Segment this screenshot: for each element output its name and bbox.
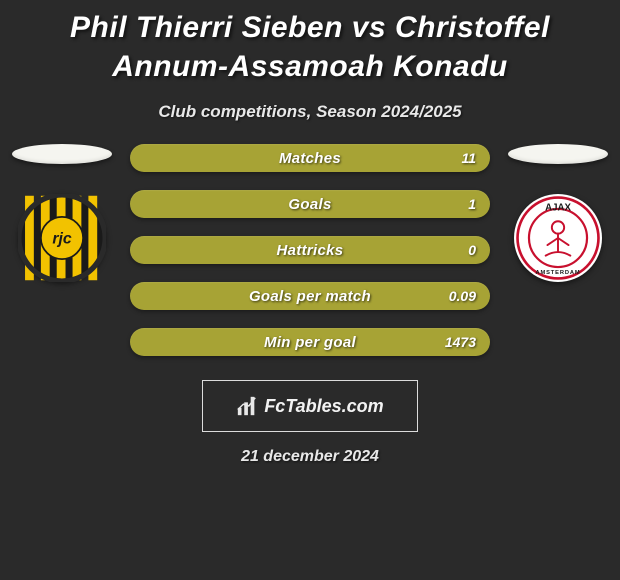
stat-value: 0.09	[449, 288, 476, 304]
svg-text:AJAX: AJAX	[545, 203, 571, 214]
stat-value: 11	[461, 150, 476, 166]
left-column: rjc	[12, 144, 112, 282]
date-text: 21 december 2024	[10, 448, 610, 466]
stat-label: Hattricks	[130, 242, 490, 259]
roda-badge-icon: rjc	[18, 194, 106, 282]
stat-label: Goals per match	[130, 288, 490, 305]
stat-row: Goals per match 0.09	[130, 282, 490, 310]
stat-value: 0	[468, 242, 476, 258]
page-title: Phil Thierri Sieben vs Christoffel Annum…	[10, 0, 610, 90]
stat-label: Min per goal	[130, 334, 490, 351]
stat-value: 1	[468, 196, 476, 212]
ajax-badge-icon: AJAX AMSTERDAM	[514, 194, 602, 282]
svg-text:rjc: rjc	[52, 230, 72, 247]
subtitle: Club competitions, Season 2024/2025	[10, 102, 610, 122]
stat-list: Matches 11 Goals 1 Hattricks 0 Goals per…	[130, 144, 490, 356]
left-capsule	[12, 144, 112, 164]
stat-label: Matches	[130, 150, 490, 167]
right-capsule	[508, 144, 608, 164]
stat-row: Min per goal 1473	[130, 328, 490, 356]
comparison-area: rjc Matches 11 Goals 1 Hattricks 0 Goals…	[10, 144, 610, 356]
stat-row: Goals 1	[130, 190, 490, 218]
fctables-logo: FcTables.com	[202, 380, 418, 432]
right-club-badge: AJAX AMSTERDAM	[514, 194, 602, 282]
bar-chart-icon	[236, 395, 258, 417]
stat-row: Matches 11	[130, 144, 490, 172]
stat-value: 1473	[445, 334, 476, 350]
logo-text: FcTables.com	[264, 396, 383, 417]
left-club-badge: rjc	[18, 194, 106, 282]
stat-label: Goals	[130, 196, 490, 213]
right-column: AJAX AMSTERDAM	[508, 144, 608, 282]
svg-text:AMSTERDAM: AMSTERDAM	[535, 270, 580, 276]
stat-row: Hattricks 0	[130, 236, 490, 264]
